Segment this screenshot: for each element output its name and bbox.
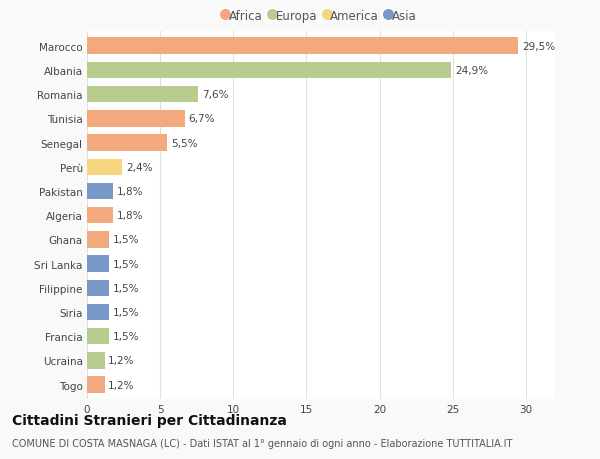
Text: 6,7%: 6,7% xyxy=(188,114,215,124)
Bar xyxy=(87,280,109,297)
Text: Cittadini Stranieri per Cittadinanza: Cittadini Stranieri per Cittadinanza xyxy=(12,413,287,427)
Text: 24,9%: 24,9% xyxy=(455,66,488,76)
Text: COMUNE DI COSTA MASNAGA (LC) - Dati ISTAT al 1° gennaio di ogni anno - Elaborazi: COMUNE DI COSTA MASNAGA (LC) - Dati ISTA… xyxy=(12,438,512,448)
Text: 1,5%: 1,5% xyxy=(113,235,139,245)
Text: 2,4%: 2,4% xyxy=(126,162,152,173)
Text: 1,2%: 1,2% xyxy=(108,356,135,366)
Bar xyxy=(87,207,113,224)
Text: 1,8%: 1,8% xyxy=(117,211,143,221)
Bar xyxy=(87,328,109,345)
Bar xyxy=(87,62,451,79)
Bar xyxy=(87,135,167,151)
Text: 7,6%: 7,6% xyxy=(202,90,229,100)
Legend: Africa, Europa, America, Asia: Africa, Europa, America, Asia xyxy=(226,10,416,22)
Bar xyxy=(87,377,104,393)
Text: 1,5%: 1,5% xyxy=(113,283,139,293)
Text: 1,8%: 1,8% xyxy=(117,186,143,196)
Text: 1,5%: 1,5% xyxy=(113,308,139,317)
Bar xyxy=(87,159,122,176)
Text: 1,2%: 1,2% xyxy=(108,380,135,390)
Bar xyxy=(87,111,185,127)
Bar xyxy=(87,39,518,55)
Text: 5,5%: 5,5% xyxy=(171,138,197,148)
Text: 1,5%: 1,5% xyxy=(113,331,139,341)
Bar xyxy=(87,353,104,369)
Bar xyxy=(87,232,109,248)
Bar xyxy=(87,304,109,320)
Text: 1,5%: 1,5% xyxy=(113,259,139,269)
Bar xyxy=(87,256,109,272)
Text: 29,5%: 29,5% xyxy=(522,42,555,51)
Bar xyxy=(87,183,113,200)
Bar xyxy=(87,87,198,103)
